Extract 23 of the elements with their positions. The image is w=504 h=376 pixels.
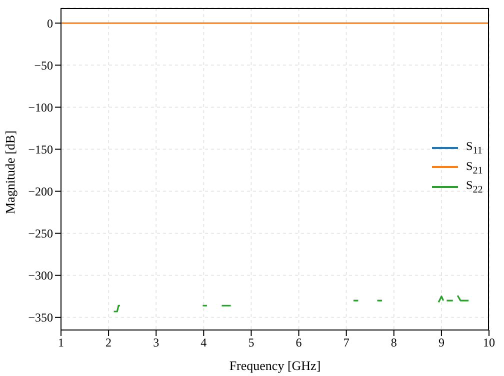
x-tick-label: 9 — [438, 336, 444, 350]
x-tick-label: 7 — [343, 336, 350, 350]
legend-label: S$_{21}$ — [466, 158, 483, 176]
y-tick-label: −200 — [28, 184, 53, 199]
y-tick-label: 0 — [47, 16, 53, 30]
y-tick-label: −350 — [28, 310, 53, 325]
x-tick-label: 10 — [483, 336, 495, 350]
x-tick-label: 4 — [200, 336, 207, 350]
x-axis-title: Frequency [GHz] — [229, 358, 321, 373]
y-axis-title: Magnitude [dB] — [2, 130, 18, 214]
x-tick-label: 3 — [153, 336, 160, 350]
x-tick-label: 8 — [390, 336, 397, 350]
x-tick-label: 5 — [248, 336, 254, 350]
y-tick-label: −250 — [28, 226, 53, 241]
y-tick-label: −50 — [34, 58, 53, 72]
x-tick-label: 2 — [106, 336, 112, 350]
y-tick-label: −150 — [28, 142, 53, 157]
x-tick-label: 6 — [296, 336, 302, 350]
y-tick-label: −300 — [28, 268, 53, 283]
y-tick-label: −100 — [28, 100, 53, 114]
x-tick-label: 1 — [58, 336, 64, 350]
legend-label: S$_{22}$ — [466, 178, 483, 196]
legend-label: S$_{11}$ — [466, 139, 482, 156]
